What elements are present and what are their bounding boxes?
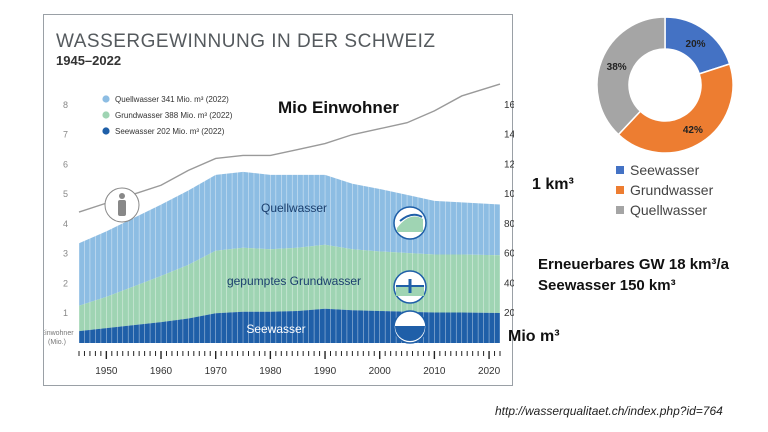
y-tick-left: 1 (63, 308, 68, 318)
y-tick-right: 200 (504, 308, 514, 319)
y-axis-title-left: Einwohner (44, 330, 74, 337)
x-tick-label: 1960 (150, 366, 173, 377)
line-einwohner (78, 83, 501, 213)
km3-label: 1 km³ (532, 176, 574, 193)
area-quellwasser (79, 171, 500, 306)
legend-item-grundwasser: Grundwasser (616, 180, 713, 200)
seewasser-icon-water (395, 326, 425, 341)
legend-label: Grundwasser (630, 182, 714, 198)
area-chart: 1 2 3 4 5 6 7 8 Einwohner (Mio.) 200 400 600 800 1000 1… (44, 80, 514, 377)
donut-label: 38% (607, 62, 627, 73)
y-tick-right: 1000 (504, 189, 514, 200)
quellwasser-icon-stream (399, 213, 423, 222)
legend-item-quellwasser: Quellwasser (616, 200, 713, 220)
quellwasser-icon-hill (397, 216, 423, 232)
donut-legend: Seewasser Grundwasser Quellwasser (616, 160, 713, 220)
y-tick-right: 400 (504, 278, 514, 289)
legend-entry: Seewasser 202 Mio. m³ (2022) (115, 127, 225, 136)
quellwasser-icon (393, 206, 427, 240)
y-tick-left: 3 (63, 249, 68, 259)
x-tick-label: 1980 (259, 366, 282, 377)
legend-entry: Grundwasser 388 Mio. m³ (2022) (115, 111, 233, 120)
donut-chart: 20% 42% 38% (596, 16, 734, 154)
area-seewasser (79, 308, 500, 343)
y-tick-right: 1200 (504, 159, 514, 170)
donut-label: 20% (686, 39, 706, 50)
grundwasser-icon (393, 270, 427, 304)
x-tick-label: 1990 (314, 366, 337, 377)
y-tick-right: 1600 (504, 100, 514, 111)
area-grundwasser (79, 244, 500, 332)
x-tick-label: 1970 (205, 366, 228, 377)
legend-item-seewasser: Seewasser (616, 160, 713, 180)
label-quellwasser: Quellwasser (261, 201, 327, 215)
legend-swatch (616, 166, 624, 174)
y-tick-left: 2 (63, 278, 68, 288)
y-axis-title-left: (Mio.) (48, 339, 66, 346)
donut-slice-grundwasser (617, 63, 734, 154)
label-grundwasser: gepumptes Grundwasser (227, 274, 361, 288)
chart-panel: WASSERGEWINNUNG IN DER SCHWEIZ 1945–2022… (43, 14, 514, 386)
donut-label: 42% (683, 125, 703, 136)
y-tick-right: 600 (504, 249, 514, 260)
erneuerbares-label: Erneuerbares GW 18 km³/a (538, 256, 729, 273)
seewasser-volume-label: Seewasser 150 km³ (538, 277, 676, 294)
y-tick-left: 6 (63, 159, 68, 169)
seewasser-icon (393, 310, 427, 344)
chart-subtitle: 1945–2022 (56, 53, 122, 68)
y-tick-right: 1400 (504, 130, 514, 141)
y-tick-left: 7 (63, 130, 68, 140)
legend-dot (102, 127, 110, 135)
legend-entry: Quellwasser 341 Mio. m³ (2022) (115, 95, 229, 104)
x-tick-label: 2010 (423, 366, 446, 377)
legend-dot (102, 111, 110, 119)
legend-swatch (616, 206, 624, 214)
donut-slice-quellwasser (596, 16, 666, 136)
y-tick-left: 4 (63, 219, 68, 229)
y-tick-left: 5 (63, 189, 68, 199)
chart-title: WASSERGEWINNUNG IN DER SCHWEIZ (56, 31, 436, 52)
person-icon-body (118, 200, 126, 216)
legend-label: Quellwasser (630, 202, 708, 218)
person-icon (104, 187, 140, 223)
grundwasser-icon-well (408, 279, 412, 293)
mio-einwohner-label: Mio Einwohner (278, 98, 399, 117)
label-seewasser: Seewasser (246, 322, 305, 336)
legend-dot (102, 95, 110, 103)
y-tick-right: 800 (504, 219, 514, 230)
y-tick-left: 8 (63, 100, 68, 110)
x-tick-label: 2000 (369, 366, 392, 377)
legend-label: Seewasser (630, 162, 700, 178)
x-tick-label: 2020 (478, 366, 501, 377)
x-tick-label: 1950 (95, 366, 118, 377)
source-url: http://wasserqualitaet.ch/index.php?id=7… (495, 404, 723, 418)
legend-swatch (616, 186, 624, 194)
mio-m3-label: Mio m³ (508, 328, 560, 345)
person-icon-head (119, 193, 125, 199)
